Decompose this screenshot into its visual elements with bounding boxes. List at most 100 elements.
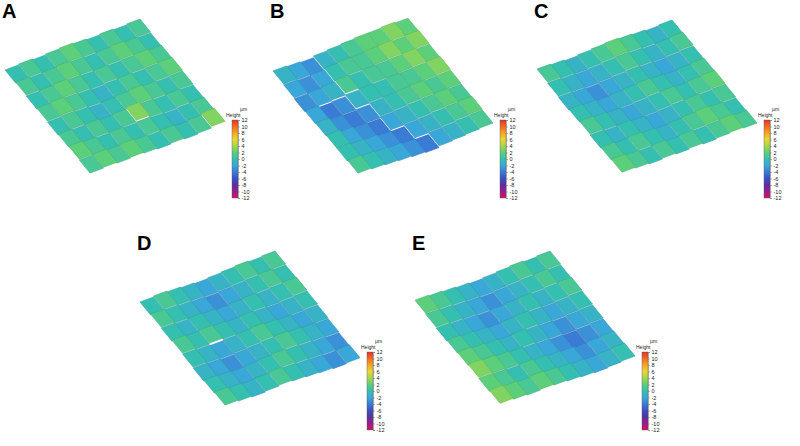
colorbar-tick-label: 12 (652, 349, 658, 355)
colorbar-tick-mark (238, 166, 240, 167)
colorbar-tick-label: 12 (377, 349, 383, 355)
colorbar-tick: -2 (770, 163, 778, 169)
colorbar-tick-mark (770, 172, 772, 173)
panel: AµmHeight121086420-2-4-6-8-10-12 (2, 0, 249, 201)
colorbar-tick: 8 (238, 130, 245, 136)
colorbar-tick-label: -10 (377, 421, 385, 427)
colorbar-tick-mark (238, 153, 240, 154)
colorbar-axis-line (374, 353, 376, 431)
colorbar (642, 352, 648, 430)
surface-cell (489, 385, 513, 403)
colorbar-tick: -10 (648, 421, 659, 427)
figure-svg: AµmHeight121086420-2-4-6-8-10-12BµmHeigh… (0, 0, 800, 446)
colorbar-tick-mark (506, 120, 508, 121)
colorbar-tick-label: -12 (242, 195, 250, 201)
colorbar-tick: 10 (506, 124, 516, 130)
colorbar-tick: -12 (238, 195, 249, 201)
colorbar-tick-mark (238, 146, 240, 147)
colorbar-tick: 12 (373, 349, 383, 355)
colorbar-tick-mark (648, 352, 650, 353)
colorbar-tick: 2 (770, 150, 777, 156)
colorbar-tick-mark (648, 365, 650, 366)
colorbar-tick: 8 (373, 362, 380, 368)
colorbar-tick-label: 2 (377, 382, 380, 388)
colorbar-tick-mark (648, 385, 650, 386)
colorbar-tick-label: 4 (774, 143, 777, 149)
colorbar-tick-mark (373, 365, 375, 366)
colorbar-tick-label: 8 (377, 362, 380, 368)
colorbar-tick-label: -10 (774, 189, 782, 195)
colorbar-tick: -6 (373, 408, 381, 414)
colorbar-tick-label: 12 (510, 117, 516, 123)
colorbar-tick: -8 (648, 414, 656, 420)
colorbar-tick-label: 0 (774, 156, 777, 162)
colorbar-tick-mark (506, 172, 508, 173)
colorbar-tick-label: -10 (510, 189, 518, 195)
colorbar-title: Height (758, 112, 773, 118)
colorbar-tick-label: 4 (510, 143, 513, 149)
colorbar-tick-mark (238, 172, 240, 173)
colorbar-tick-mark (648, 398, 650, 399)
panel: EµmHeight121086420-2-4-6-8-10-12 (412, 232, 659, 433)
colorbar-tick: 2 (238, 150, 245, 156)
colorbar (232, 120, 238, 198)
colorbar-tick-mark (506, 140, 508, 141)
colorbar-tick: -6 (506, 176, 514, 182)
surface-cell (79, 155, 103, 173)
colorbar-tick-label: -2 (774, 163, 779, 169)
colorbar-tick: -2 (238, 163, 246, 169)
colorbar-tick-label: 6 (377, 369, 380, 375)
colorbar-tick-label: 12 (774, 117, 780, 123)
colorbar-tick-label: -10 (652, 421, 660, 427)
colorbar-tick: 2 (373, 382, 380, 388)
colorbar-tick-mark (506, 179, 508, 180)
colorbar-tick: 4 (648, 375, 655, 381)
colorbar-axis-line (771, 121, 773, 199)
colorbar (500, 120, 506, 198)
colorbar-tick-label: 0 (242, 156, 245, 162)
colorbar-tick-label: 4 (377, 375, 380, 381)
colorbar-tick-label: -4 (652, 401, 657, 407)
colorbar-tick: 8 (770, 130, 777, 136)
colorbar-tick-mark (506, 166, 508, 167)
colorbar-tick: -2 (373, 395, 381, 401)
colorbar-tick-mark (238, 185, 240, 186)
colorbar-tick: 4 (373, 375, 380, 381)
colorbar-tick: 12 (238, 117, 248, 123)
colorbar-tick-label: 10 (774, 124, 780, 130)
colorbar-tick: -6 (770, 176, 778, 182)
colorbar-tick-label: -4 (510, 169, 515, 175)
colorbar-tick: 4 (506, 143, 513, 149)
colorbar-tick-label: -8 (774, 182, 779, 188)
colorbar-tick-mark (238, 159, 240, 160)
colorbar-tick: 10 (238, 124, 248, 130)
colorbar-tick: -10 (506, 189, 517, 195)
colorbar-tick: 2 (648, 382, 655, 388)
colorbar-tick: -10 (770, 189, 781, 195)
colorbar-unit: µm (772, 106, 779, 112)
colorbar-tick: 6 (238, 137, 245, 143)
colorbar-tick-mark (373, 391, 375, 392)
colorbar-tick-label: 6 (652, 369, 655, 375)
colorbar-tick-label: -4 (242, 169, 247, 175)
colorbar-tick-mark (770, 166, 772, 167)
colorbar-tick: -4 (770, 169, 778, 175)
colorbar-tick-label: 0 (377, 388, 380, 394)
colorbar-tick: -4 (506, 169, 514, 175)
colorbar-tick-mark (373, 417, 375, 418)
colorbar-tick-mark (373, 424, 375, 425)
colorbar-tick-mark (506, 146, 508, 147)
colorbar-tick-mark (770, 179, 772, 180)
colorbar-tick-label: 6 (242, 137, 245, 143)
colorbar-tick: -4 (648, 401, 656, 407)
colorbar-tick: 0 (373, 388, 380, 394)
colorbar-tick: -12 (770, 195, 781, 201)
colorbar-tick-label: -4 (377, 401, 382, 407)
colorbar-tick-mark (770, 185, 772, 186)
colorbar-tick-mark (506, 127, 508, 128)
colorbar-tick-mark (373, 352, 375, 353)
colorbar-tick: 8 (648, 362, 655, 368)
colorbar-tick-label: -6 (377, 408, 382, 414)
panel-label: C (534, 0, 548, 22)
colorbar-unit: µm (240, 106, 247, 112)
